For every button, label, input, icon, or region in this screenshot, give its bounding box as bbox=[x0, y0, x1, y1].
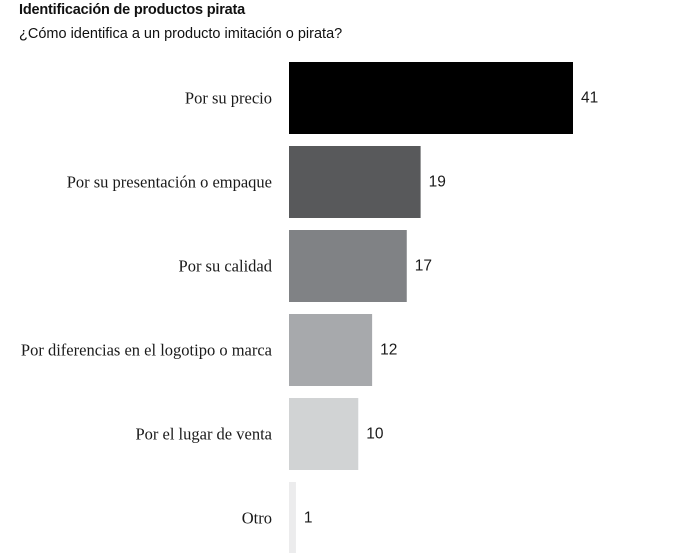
value-label: 41 bbox=[581, 90, 598, 107]
category-label: Por su presentación o empaque bbox=[67, 173, 272, 192]
bar-2 bbox=[289, 146, 421, 218]
value-label: 10 bbox=[366, 426, 384, 443]
category-label: Otro bbox=[242, 509, 272, 528]
bar-4 bbox=[289, 314, 373, 386]
bar-3 bbox=[289, 230, 407, 302]
category-label: Por diferencias en el logotipo o marca bbox=[21, 341, 273, 360]
category-label: Por su calidad bbox=[179, 257, 273, 276]
category-label: Por el lugar de venta bbox=[135, 425, 272, 444]
value-label: 19 bbox=[429, 174, 446, 191]
chart-title: Identificación de productos pirata bbox=[19, 2, 246, 18]
chart-subtitle: ¿Cómo identifica a un producto imitación… bbox=[19, 26, 343, 42]
value-label: 17 bbox=[415, 258, 432, 275]
bar-1 bbox=[289, 62, 573, 134]
value-label: 12 bbox=[380, 342, 397, 359]
bar-5 bbox=[289, 398, 359, 470]
value-label: 1 bbox=[304, 510, 313, 527]
category-label: Por su precio bbox=[185, 89, 272, 108]
bar-6 bbox=[289, 482, 296, 553]
